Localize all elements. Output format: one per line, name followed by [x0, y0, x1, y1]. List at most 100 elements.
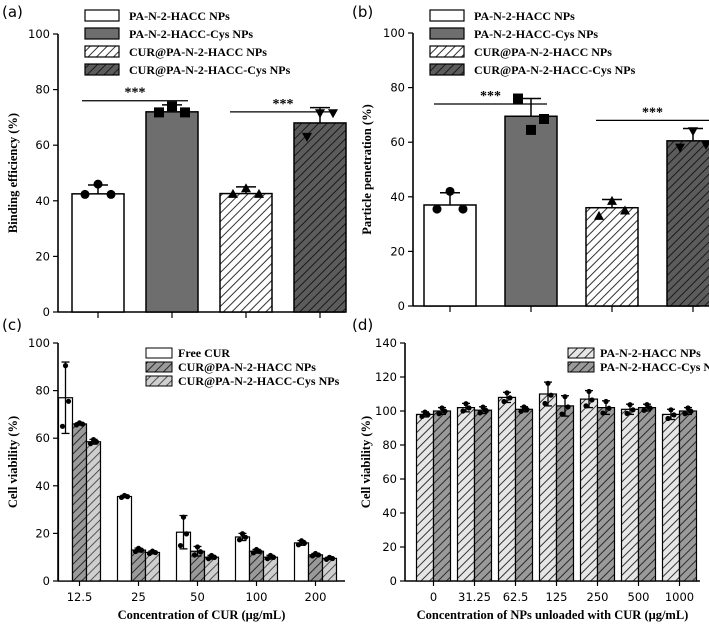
data-point: [194, 544, 201, 550]
panel-c-label: (c): [2, 316, 22, 334]
data-point: [93, 179, 103, 189]
data-point: [242, 534, 249, 540]
data-point: [548, 392, 554, 398]
data-point: [463, 401, 469, 407]
significance-label: ***: [273, 97, 294, 112]
y-tick-label: 20: [35, 526, 50, 540]
chart-panel-b: 0 20 40 60 80 100 Particle penetration (%) *** *…: [360, 9, 709, 313]
data-point: [682, 411, 688, 417]
bar: [85, 441, 102, 582]
data-point: [513, 93, 523, 104]
legend-label: PA-N-2-HACC NPs: [129, 9, 230, 23]
data-point: [675, 143, 685, 153]
y-tick-label: 40: [390, 190, 405, 204]
data-point: [606, 405, 612, 411]
data-point: [180, 514, 187, 520]
y-tick-label: 20: [390, 244, 405, 258]
legend-swatch: [84, 45, 120, 58]
data-point: [315, 552, 322, 558]
data-point: [545, 380, 551, 386]
data-point: [439, 405, 445, 411]
data-point: [504, 390, 510, 396]
data-point: [641, 407, 647, 413]
legend-label: CUR@PA-N-2-HACC-Cys NPs: [129, 63, 291, 77]
bar: [321, 557, 338, 582]
data-point: [565, 404, 571, 410]
data-point: [106, 189, 116, 199]
significance-label: ***: [642, 105, 663, 120]
data-point: [466, 405, 472, 411]
y-tick-label: 20: [35, 249, 50, 263]
bar: [248, 550, 265, 582]
x-tick-label: 250: [587, 590, 609, 604]
x-tick-label: 200: [305, 590, 327, 604]
data-point: [154, 107, 164, 118]
y-tick-label: 40: [35, 194, 50, 208]
y-tick-label: 0: [390, 574, 397, 588]
data-point: [183, 531, 190, 537]
legend-label: PA-N-2-HACC-Cys NPs: [600, 360, 709, 374]
data-point: [228, 188, 238, 198]
data-point: [256, 548, 263, 555]
legend-label: CUR@PA-N-2-HACC NPs: [129, 45, 267, 59]
legend-label: PA-N-2-HACC NPs: [474, 9, 575, 23]
data-point: [329, 555, 336, 562]
x-axis-label: Concentration of NPs unloaded with CUR (…: [417, 608, 689, 622]
data-point: [124, 494, 131, 500]
legend-swatch: [145, 347, 173, 359]
bar: [130, 549, 147, 582]
data-point: [315, 109, 325, 119]
bar: [234, 536, 251, 582]
data-point: [483, 407, 489, 414]
panel-a-label: (a): [2, 3, 23, 21]
x-tick-label: 125: [546, 590, 568, 604]
legend-label: Free CUR: [178, 346, 230, 360]
data-point: [607, 195, 617, 205]
y-tick-label: 40: [35, 479, 50, 493]
data-point: [254, 188, 264, 198]
data-point: [80, 189, 90, 199]
x-tick-label: 25: [131, 590, 146, 604]
data-point: [583, 403, 589, 409]
bar: [504, 115, 558, 307]
bar: [596, 407, 616, 582]
x-axis-label: Concentration of CUR (μg/mL): [118, 608, 286, 622]
chart-panel-c: 0 20 40 60 80 100 Cell viability (%) 12.5 25 50 10…: [6, 336, 345, 622]
y-tick-label: 100: [383, 26, 405, 40]
bar: [538, 393, 558, 582]
x-tick-label: 1000: [665, 590, 694, 604]
bar: [661, 413, 681, 582]
bar: [473, 409, 493, 582]
data-point: [630, 407, 636, 413]
chart-panel-d: 0 20 40 60 80 100 120 140 Cell viability (%) 0 31.…: [359, 336, 709, 622]
legend-label: CUR@PA-N-2-HACC NPs: [178, 360, 316, 374]
legend-swatch: [84, 63, 120, 76]
bar: [144, 551, 161, 582]
data-point: [624, 410, 630, 416]
data-point: [432, 204, 442, 214]
data-point: [458, 204, 468, 214]
legend-swatch: [429, 27, 465, 40]
data-point: [295, 542, 302, 548]
data-point: [65, 398, 72, 404]
legend-swatch: [429, 63, 465, 76]
data-point: [644, 401, 650, 408]
data-point: [239, 531, 246, 537]
bar: [678, 410, 698, 582]
y-tick-label: 100: [28, 336, 50, 350]
x-tick-label: 50: [190, 590, 205, 604]
data-point: [688, 127, 698, 137]
bar: [637, 407, 657, 582]
data-point: [586, 388, 592, 395]
bar: [666, 140, 709, 307]
data-point: [236, 537, 243, 543]
bar: [219, 192, 273, 313]
data-point: [620, 205, 630, 215]
data-point: [600, 410, 606, 416]
legend-label: PA-N-2-HACC-Cys NPs: [129, 27, 253, 41]
data-point: [665, 415, 671, 422]
data-point: [93, 439, 100, 445]
legend-swatch: [145, 375, 173, 387]
bar: [415, 413, 435, 582]
